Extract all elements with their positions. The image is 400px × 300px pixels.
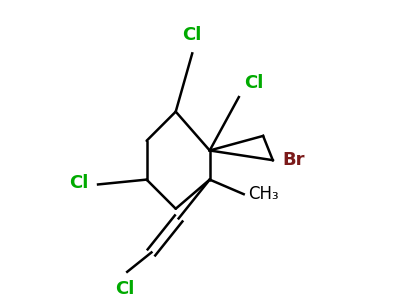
- Text: Cl: Cl: [182, 26, 202, 44]
- Text: Cl: Cl: [69, 173, 88, 191]
- Text: CH₃: CH₃: [248, 185, 279, 203]
- Text: Br: Br: [282, 151, 305, 169]
- Text: Cl: Cl: [116, 280, 135, 298]
- Text: Cl: Cl: [244, 74, 263, 92]
